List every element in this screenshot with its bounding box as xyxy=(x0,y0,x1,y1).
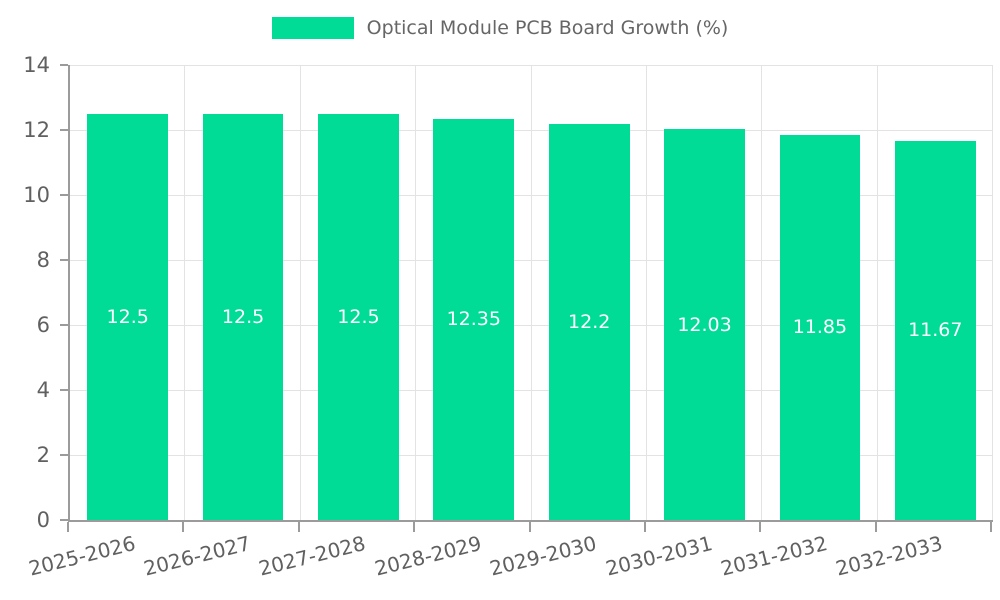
x-tick-mark-6 xyxy=(759,522,762,532)
bar-2025-2026[interactable]: 12.5 xyxy=(87,113,169,520)
gridline-y-10 xyxy=(70,195,993,196)
gridline-x-2 xyxy=(299,65,301,520)
bar-slot-2029-2030: 12.2 xyxy=(532,65,647,520)
legend-label: Optical Module PCB Board Growth (%) xyxy=(366,17,729,39)
gridline-y-8 xyxy=(70,260,993,261)
bar-value-label: 12.5 xyxy=(337,305,380,328)
bar-value-label: 12.5 xyxy=(106,305,149,328)
gridline-x-4 xyxy=(530,65,532,520)
gridline-x-8 xyxy=(992,65,993,520)
bar-2032-2033[interactable]: 11.67 xyxy=(894,140,976,520)
x-tick-mark-4 xyxy=(528,522,531,532)
gridline-y-12 xyxy=(70,130,993,131)
x-tick-mark-1 xyxy=(182,522,185,532)
y-tick-mark-2 xyxy=(60,454,68,456)
bar-2026-2027[interactable]: 12.5 xyxy=(202,113,284,520)
bar-value-label: 11.67 xyxy=(908,319,963,342)
bar-2029-2030[interactable]: 12.2 xyxy=(548,123,630,520)
gridline-x-3 xyxy=(415,65,417,520)
bar-value-label: 12.03 xyxy=(677,313,732,336)
bar-slot-2030-2031: 12.03 xyxy=(647,65,762,520)
x-tick-mark-2 xyxy=(297,522,300,532)
gridline-y-14 xyxy=(70,65,993,66)
y-tick-mark-14 xyxy=(60,64,68,66)
bar-value-label: 12.5 xyxy=(221,305,265,328)
y-tick-mark-0 xyxy=(60,519,68,521)
x-tick-mark-0 xyxy=(67,522,69,532)
bar-slot-2031-2032: 11.85 xyxy=(762,65,877,520)
y-tick-mark-8 xyxy=(60,259,68,261)
y-tick-label-10: 10 xyxy=(23,183,50,207)
bar-slot-2026-2027: 12.5 xyxy=(185,65,300,520)
legend[interactable]: Optical Module PCB Board Growth (%) xyxy=(0,16,1000,40)
gridline-x-6 xyxy=(761,65,763,520)
y-tick-label-4: 4 xyxy=(36,378,50,402)
bar-slot-2025-2026: 12.5 xyxy=(70,65,185,520)
y-tick-label-6: 6 xyxy=(36,313,50,337)
x-tick-label-2026-2027: 2026-2027 xyxy=(141,531,253,581)
bar-value-label: 12.2 xyxy=(568,310,611,333)
gridline-x-5 xyxy=(645,65,647,520)
bar-value-label: 12.35 xyxy=(446,308,501,331)
legend-swatch-icon xyxy=(271,17,354,39)
y-tick-label-2: 2 xyxy=(36,443,50,467)
gridline-y-4 xyxy=(70,390,993,391)
bar-value-label: 11.85 xyxy=(792,316,848,339)
gridline-y-6 xyxy=(70,325,993,326)
bar-slot-2027-2028: 12.5 xyxy=(301,65,416,520)
x-tick-label-2025-2026: 2025-2026 xyxy=(25,531,138,581)
y-tick-mark-12 xyxy=(60,129,68,131)
x-tick-mark-5 xyxy=(643,522,646,532)
y-tick-label-14: 14 xyxy=(23,53,50,77)
gridline-y-2 xyxy=(70,455,993,456)
x-tick-mark-7 xyxy=(874,522,877,532)
x-tick-mark-3 xyxy=(413,522,416,532)
bar-slot-2028-2029: 12.35 xyxy=(416,65,531,520)
x-tick-label-2029-2030: 2029-2030 xyxy=(487,531,599,581)
y-tick-mark-10 xyxy=(60,194,68,196)
x-tick-label-2032-2033: 2032-2033 xyxy=(833,531,946,581)
x-tick-label-2030-2031: 2030-2031 xyxy=(602,531,715,581)
gridline-x-7 xyxy=(876,65,878,520)
x-tick-label-2027-2028: 2027-2028 xyxy=(256,531,369,581)
plot-area: 12.5 12.5 12.5 12.35 12.2 12.03 11.85 11.67 xyxy=(68,65,993,522)
x-tick-label-2031-2032: 2031-2032 xyxy=(718,531,830,581)
x-tick-mark-8 xyxy=(990,522,992,532)
bar-slot-2032-2033: 11.67 xyxy=(878,65,993,520)
gridline-x-1 xyxy=(184,65,186,520)
x-tick-label-2028-2029: 2028-2029 xyxy=(372,531,484,581)
y-tick-mark-6 xyxy=(60,324,68,326)
y-tick-label-8: 8 xyxy=(36,248,50,272)
bar-2030-2031[interactable]: 12.03 xyxy=(664,129,745,520)
bar-2027-2028[interactable]: 12.5 xyxy=(318,113,399,520)
y-tick-mark-4 xyxy=(60,389,68,391)
bar-2031-2032[interactable]: 11.85 xyxy=(779,134,861,520)
y-tick-label-12: 12 xyxy=(23,118,50,142)
y-tick-label-0: 0 xyxy=(36,508,50,532)
bar-2028-2029[interactable]: 12.35 xyxy=(433,118,515,520)
